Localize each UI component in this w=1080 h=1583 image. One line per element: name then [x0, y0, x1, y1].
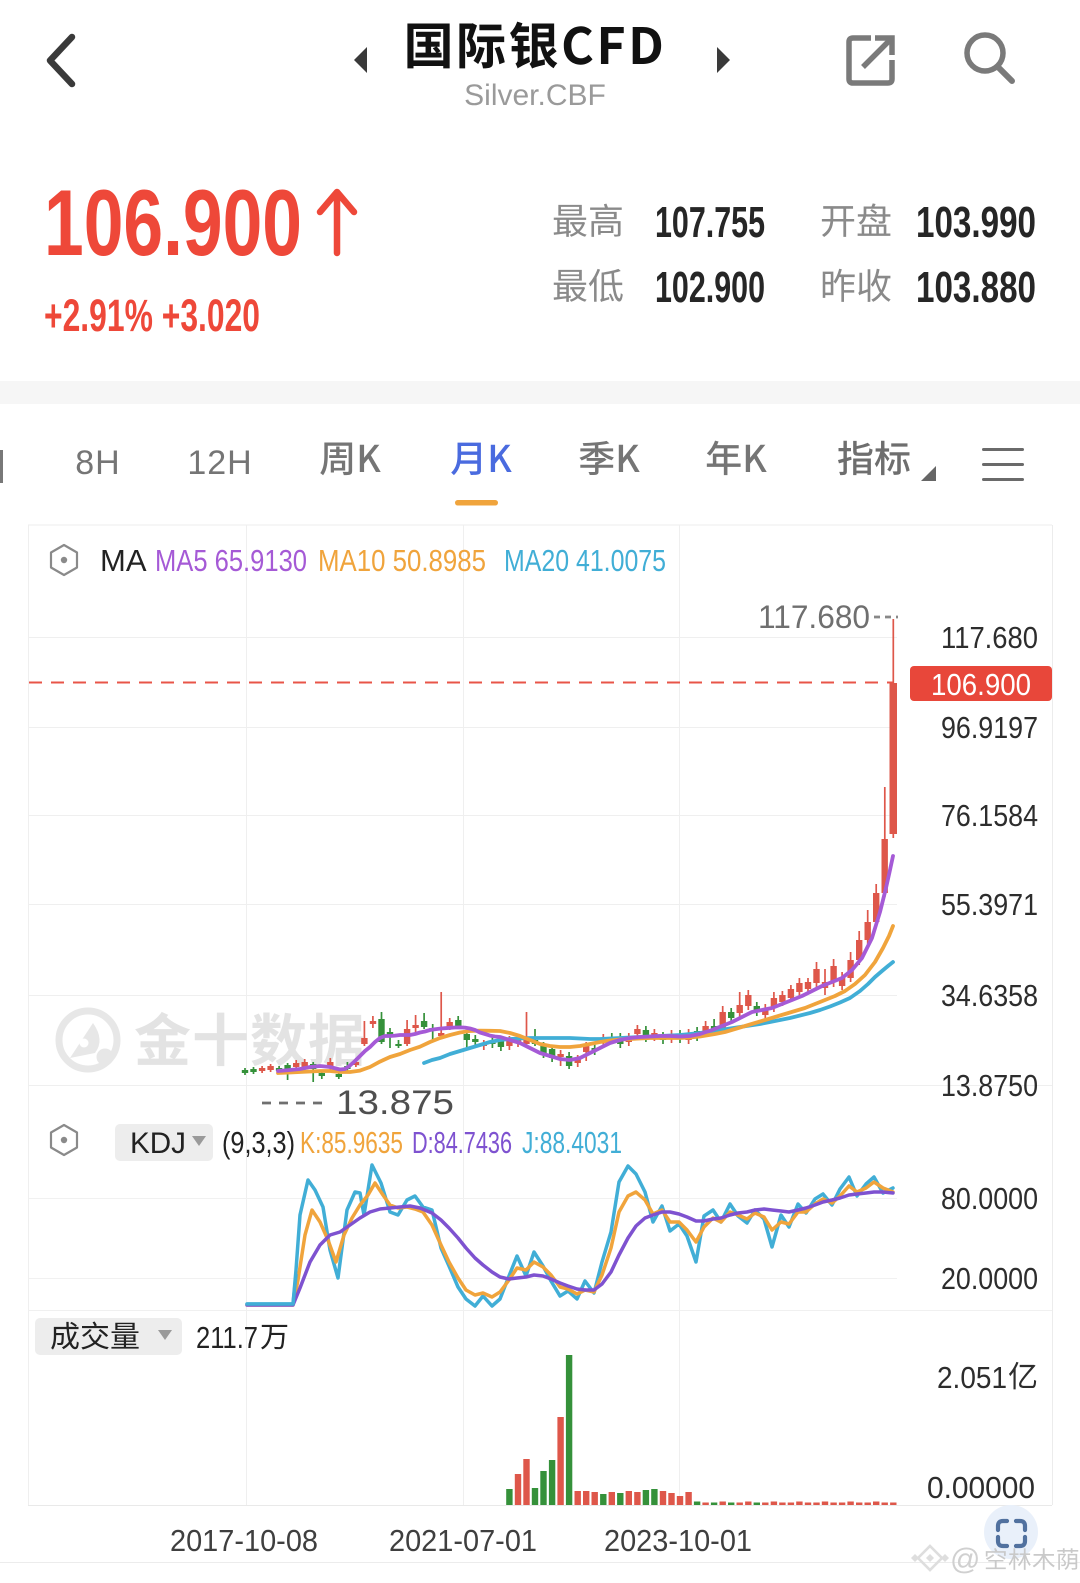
svg-text:102.900: 102.900 — [655, 263, 765, 312]
svg-text:76.1584: 76.1584 — [941, 798, 1038, 833]
svg-text:MA20 41.0075: MA20 41.0075 — [504, 543, 666, 578]
svg-text:2023-10-01: 2023-10-01 — [604, 1523, 752, 1558]
svg-text:MA: MA — [100, 543, 147, 578]
svg-text:103.990: 103.990 — [916, 198, 1036, 247]
svg-text:(9,3,3): (9,3,3) — [222, 1125, 295, 1160]
svg-text:Silver.CBF: Silver.CBF — [464, 79, 606, 112]
svg-text:J:88.4031: J:88.4031 — [522, 1125, 622, 1160]
svg-text:103.880: 103.880 — [916, 263, 1036, 312]
svg-text:+2.91% +3.020: +2.91% +3.020 — [44, 290, 260, 341]
svg-text:MA10 50.8985: MA10 50.8985 — [318, 543, 486, 578]
svg-text:117.680: 117.680 — [758, 599, 870, 635]
svg-text:13.875: 13.875 — [336, 1084, 454, 1122]
svg-text:211.7: 211.7 — [196, 1320, 258, 1355]
svg-text:13.8750: 13.8750 — [941, 1068, 1038, 1103]
svg-text:107.755: 107.755 — [655, 198, 765, 247]
svg-text:20.0000: 20.0000 — [941, 1261, 1038, 1296]
svg-text:2021-07-01: 2021-07-01 — [389, 1523, 537, 1558]
svg-text:MA5 65.9130: MA5 65.9130 — [155, 543, 307, 578]
svg-text:2.051: 2.051 — [937, 1360, 1007, 1395]
svg-text:KDJ: KDJ — [130, 1127, 186, 1160]
svg-text:80.0000: 80.0000 — [941, 1181, 1038, 1216]
svg-text:34.6358: 34.6358 — [941, 978, 1038, 1013]
svg-text:106.900: 106.900 — [931, 667, 1031, 702]
svg-text:8H: 8H — [75, 444, 120, 482]
svg-text:12H: 12H — [187, 444, 252, 482]
svg-text:117.680: 117.680 — [941, 620, 1038, 655]
svg-text:K:85.9635: K:85.9635 — [300, 1125, 403, 1160]
svg-text:@: @ — [950, 1543, 980, 1576]
svg-text:0.00000: 0.00000 — [927, 1470, 1035, 1505]
svg-text:55.3971: 55.3971 — [941, 887, 1038, 922]
svg-text:2017-10-08: 2017-10-08 — [170, 1523, 318, 1558]
svg-text:96.9197: 96.9197 — [941, 710, 1038, 745]
svg-text:D:84.7436: D:84.7436 — [412, 1125, 512, 1160]
svg-text:106.900: 106.900 — [44, 170, 302, 275]
